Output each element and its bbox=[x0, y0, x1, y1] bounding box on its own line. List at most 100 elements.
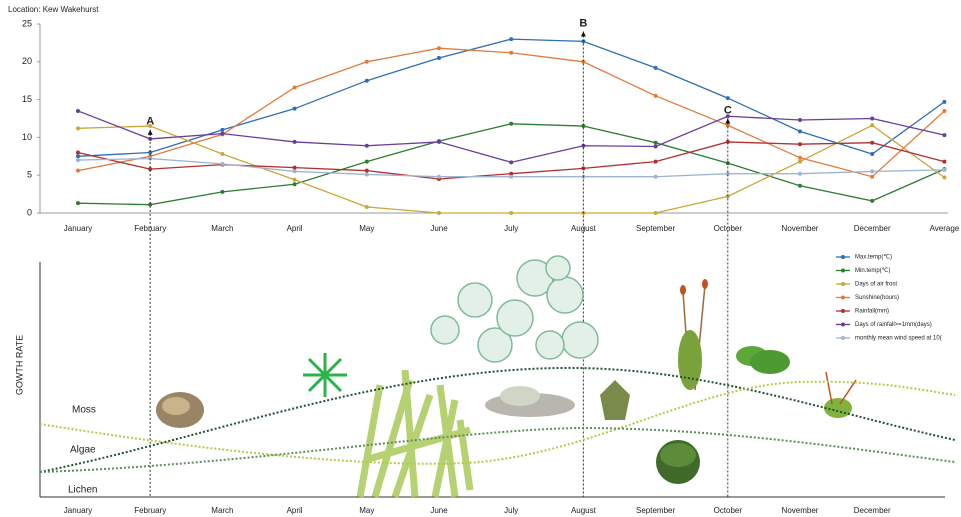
series-line bbox=[77, 47, 945, 178]
y-axis-label: GOWTH RATE bbox=[14, 335, 24, 395]
x-tick-label: March bbox=[211, 224, 233, 233]
legend: Max.temp(℃) Min.temp(℃) Days of air frost S… bbox=[836, 255, 942, 342]
legend-swatch bbox=[841, 322, 845, 327]
curve-label: Lichen bbox=[68, 485, 97, 496]
x-tick-label: January bbox=[64, 224, 92, 233]
arrow bbox=[725, 118, 731, 124]
data-point bbox=[581, 124, 586, 129]
data-point bbox=[364, 78, 369, 83]
data-point bbox=[76, 201, 80, 206]
data-point bbox=[76, 150, 80, 155]
y-tick-label: 20 bbox=[22, 56, 32, 66]
curve-label: Algae bbox=[70, 445, 96, 456]
x-tick-label: October bbox=[714, 506, 743, 515]
moss-curve bbox=[39, 366, 956, 473]
legend-swatch bbox=[841, 336, 845, 340]
data-point bbox=[364, 168, 369, 173]
data-point bbox=[870, 152, 875, 157]
location: Location: Kew Wakehurst bbox=[8, 5, 99, 14]
data-point bbox=[942, 175, 947, 180]
data-point bbox=[220, 131, 225, 136]
data-point bbox=[798, 171, 802, 176]
x-tick-label: May bbox=[359, 506, 374, 515]
data-point bbox=[942, 99, 947, 104]
data-point bbox=[870, 198, 875, 203]
data-point bbox=[509, 37, 514, 42]
x-tick-label: June bbox=[430, 506, 448, 515]
data-point bbox=[653, 159, 658, 164]
x-tick-label: November bbox=[782, 506, 819, 515]
annotation: A bbox=[146, 116, 154, 128]
data-point bbox=[725, 114, 730, 119]
data-point bbox=[653, 140, 658, 145]
growth-panel: GOWTH RATE bbox=[14, 255, 956, 499]
data-point bbox=[76, 126, 80, 131]
y-tick-label: 25 bbox=[22, 18, 32, 28]
legend-label: Sunshine(hours) bbox=[855, 295, 899, 301]
x-tick-label: February bbox=[134, 224, 166, 233]
legend-label: Days of air frost bbox=[855, 282, 897, 288]
x-tick-label: Average bbox=[930, 224, 960, 233]
data-point bbox=[725, 171, 730, 176]
data-point bbox=[798, 183, 802, 188]
data-point bbox=[76, 158, 80, 163]
x-tick-label: November bbox=[782, 224, 819, 233]
data-point bbox=[292, 85, 297, 90]
x-tick-label: August bbox=[571, 506, 597, 515]
data-point bbox=[76, 154, 80, 159]
curve-label: Moss bbox=[72, 405, 96, 416]
data-point bbox=[437, 139, 441, 144]
x-tick-label: December bbox=[854, 224, 891, 233]
data-point bbox=[148, 167, 153, 172]
data-point bbox=[653, 174, 658, 179]
data-point bbox=[942, 167, 947, 172]
x-tick-label: January bbox=[64, 506, 92, 515]
x-tick-label: July bbox=[504, 224, 518, 233]
data-point bbox=[148, 202, 153, 207]
data-point bbox=[220, 161, 225, 166]
data-point bbox=[437, 174, 441, 179]
legend-label: Days of rainfall>=1mm(days) bbox=[855, 322, 932, 328]
climate-chart: 0 5 10 15 20 25 January February March April May Ju… bbox=[22, 17, 960, 497]
data-point bbox=[798, 159, 802, 164]
data-point bbox=[870, 174, 875, 179]
illustration bbox=[156, 255, 857, 499]
data-point bbox=[870, 169, 875, 174]
legend-swatch bbox=[841, 295, 845, 300]
data-point bbox=[653, 144, 658, 149]
data-point bbox=[76, 108, 80, 113]
data-point bbox=[292, 182, 297, 187]
data-point bbox=[653, 65, 658, 70]
data-point bbox=[509, 211, 514, 215]
x-tick-label: September bbox=[636, 224, 675, 233]
arrow bbox=[147, 129, 153, 135]
data-point bbox=[725, 96, 730, 101]
legend-label: monthly mean wind speed at 10( bbox=[855, 336, 942, 342]
data-point bbox=[581, 59, 586, 64]
legend-label: Rainfall(mm) bbox=[855, 309, 889, 315]
data-point bbox=[798, 129, 802, 134]
data-point bbox=[364, 59, 369, 64]
data-point bbox=[870, 140, 875, 145]
data-point bbox=[798, 118, 802, 123]
data-point bbox=[509, 160, 514, 165]
legend-swatch bbox=[841, 282, 845, 286]
data-point bbox=[798, 155, 802, 160]
data-point bbox=[292, 177, 297, 182]
legend-swatch bbox=[841, 255, 845, 259]
data-point bbox=[870, 123, 875, 128]
y-tick-label: 5 bbox=[27, 170, 32, 180]
legend-swatch bbox=[841, 309, 845, 313]
lichen-curve bbox=[39, 426, 956, 473]
data-point bbox=[437, 56, 441, 61]
x-tick-label: April bbox=[287, 506, 303, 515]
x-tick-label: June bbox=[430, 224, 448, 233]
data-point bbox=[437, 46, 441, 51]
data-point bbox=[509, 171, 514, 176]
y-tick-label: 0 bbox=[27, 207, 32, 217]
data-point bbox=[364, 143, 369, 148]
data-point bbox=[509, 174, 514, 179]
x-tick-label: May bbox=[359, 224, 374, 233]
data-point bbox=[364, 159, 369, 164]
